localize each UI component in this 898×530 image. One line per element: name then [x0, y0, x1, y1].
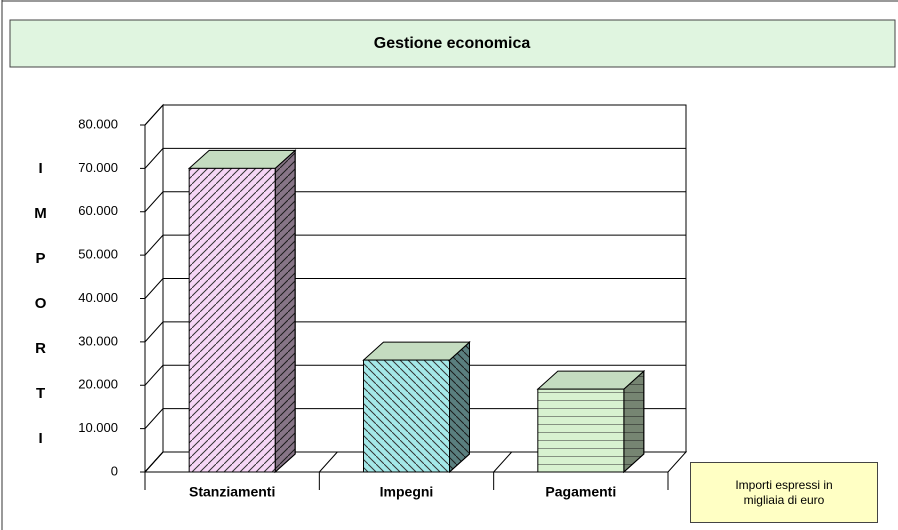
title-bar	[9, 19, 896, 68]
y-tick-label: 50.000	[78, 247, 118, 262]
floor-divider	[144, 451, 164, 473]
y-tick-label: 0	[111, 463, 118, 478]
floor-divider	[493, 451, 513, 473]
y-tick-label: 70.000	[78, 160, 118, 175]
grid-line	[144, 364, 164, 386]
bar	[536, 370, 646, 474]
bar	[187, 149, 297, 474]
bar-front	[537, 388, 625, 473]
bar	[362, 340, 471, 474]
bar-side-shade	[274, 149, 296, 474]
floor-divider	[318, 451, 338, 473]
y-tick-label: 20.000	[78, 377, 118, 392]
grid-line	[144, 408, 164, 429]
y-tick-label: 80.000	[78, 116, 118, 131]
bar-front	[188, 167, 276, 473]
x-tick-label: Stanziamenti	[189, 484, 275, 500]
grid-line	[144, 148, 164, 169]
grid-line	[144, 321, 164, 343]
grid-line	[144, 234, 164, 256]
chart-title: Gestione economica	[374, 35, 531, 52]
bar-side-shade	[449, 340, 470, 474]
y-tick-label: 60.000	[78, 203, 118, 218]
bar-front	[363, 359, 450, 473]
y-tick-label: 10.000	[78, 420, 118, 435]
grid-line	[144, 104, 164, 126]
grid-line	[144, 191, 164, 213]
x-tick-label: Impegni	[380, 484, 434, 500]
y-tick-label: 30.000	[78, 333, 118, 348]
y-tick-label: 40.000	[78, 290, 118, 305]
grid-line	[144, 278, 164, 299]
x-tick-label: Pagamenti	[545, 484, 616, 500]
y-axis-label: IMPORTI	[32, 160, 49, 475]
note: Importi espressi in migliaia di euro	[690, 462, 878, 523]
